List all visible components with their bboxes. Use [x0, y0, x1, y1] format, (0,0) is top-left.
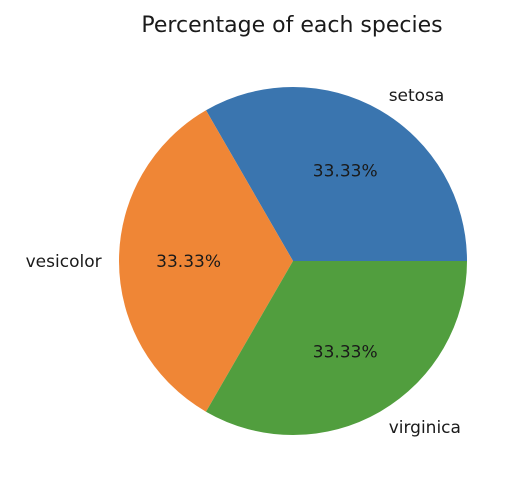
pie-slice-setosa	[206, 86, 467, 261]
pie-labels: setosa 33.33% vesicolor 33.33% virginica 33.3…	[26, 86, 461, 438]
pie-slices	[118, 86, 467, 436]
pct-label-virginica: 33.33%	[313, 342, 378, 362]
slice-label-vesicolor: vesicolor	[26, 252, 102, 272]
slice-label-virginica: virginica	[389, 418, 461, 438]
chart-title: Percentage of each species	[141, 13, 442, 38]
pct-label-vesicolor: 33.33%	[156, 252, 221, 272]
slice-label-setosa: setosa	[389, 86, 445, 106]
pie-slice-vesicolor	[118, 110, 294, 412]
pct-label-setosa: 33.33%	[313, 162, 378, 182]
pie-slice-virginica	[206, 261, 467, 436]
